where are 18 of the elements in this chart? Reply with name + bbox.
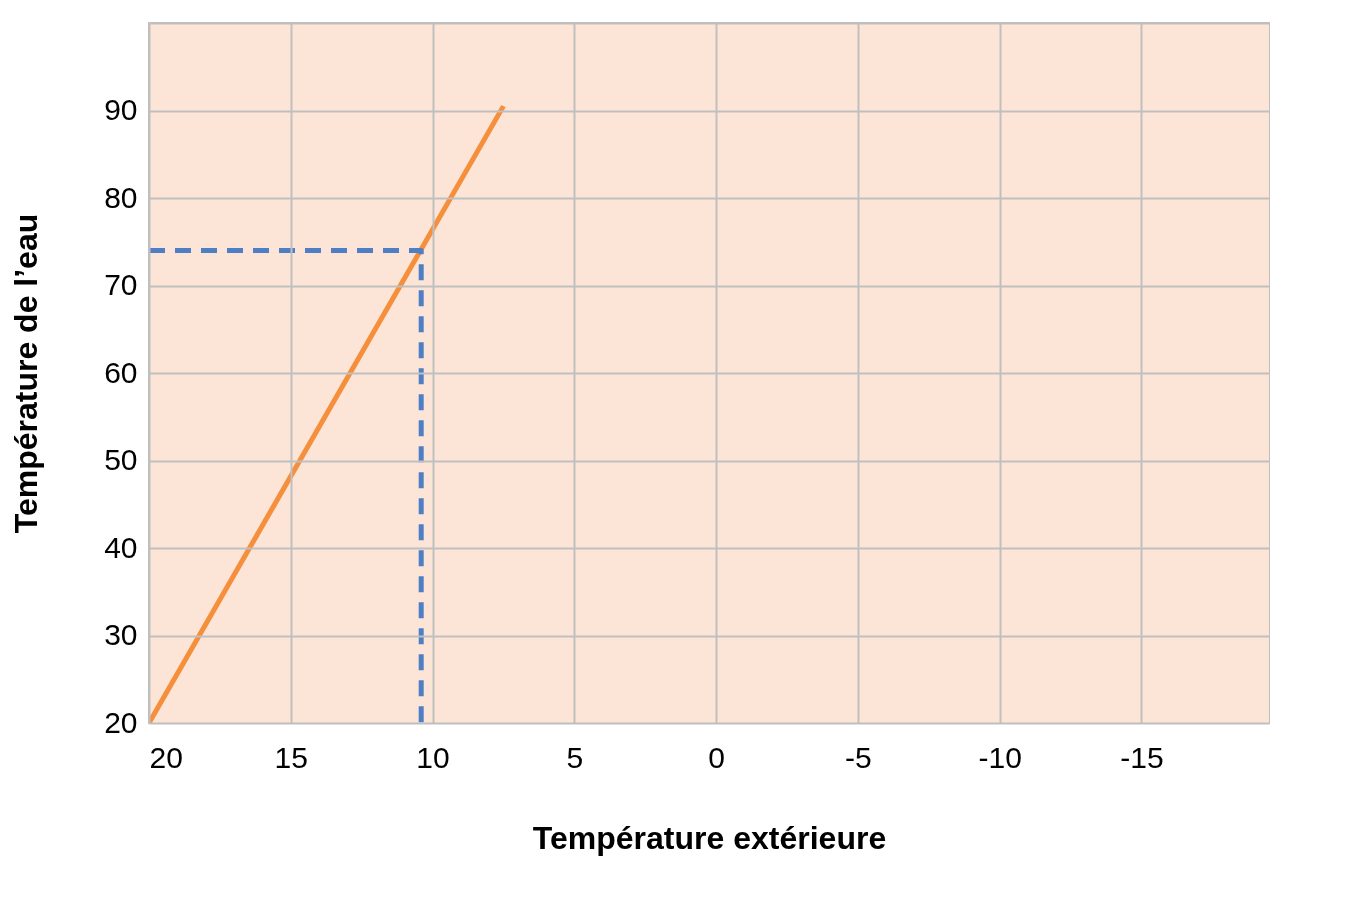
- x-tick-label: 10: [416, 740, 450, 774]
- y-tick-label: 80: [104, 180, 138, 214]
- y-tick-label: 20: [104, 705, 138, 739]
- y-tick-label: 90: [104, 93, 138, 126]
- x-tick-label: 0: [708, 740, 725, 774]
- x-tick-label: -5: [845, 740, 872, 774]
- x-tick-label: 15: [274, 740, 308, 774]
- y-tick-label: 30: [104, 618, 138, 651]
- x-tick-label: -15: [1120, 740, 1164, 774]
- x-tick-label: 20: [149, 740, 183, 774]
- x-axis-title: Température extérieure: [532, 819, 887, 856]
- x-tick-label: -10: [978, 740, 1022, 774]
- y-tick-label: 50: [104, 443, 138, 476]
- y-tick-label: 70: [104, 268, 138, 301]
- y-tick-label: 40: [104, 530, 138, 564]
- y-axis-title: Température de l’eau: [8, 213, 45, 534]
- y-tick-label: 60: [104, 355, 138, 389]
- x-tick-label: 5: [566, 740, 584, 774]
